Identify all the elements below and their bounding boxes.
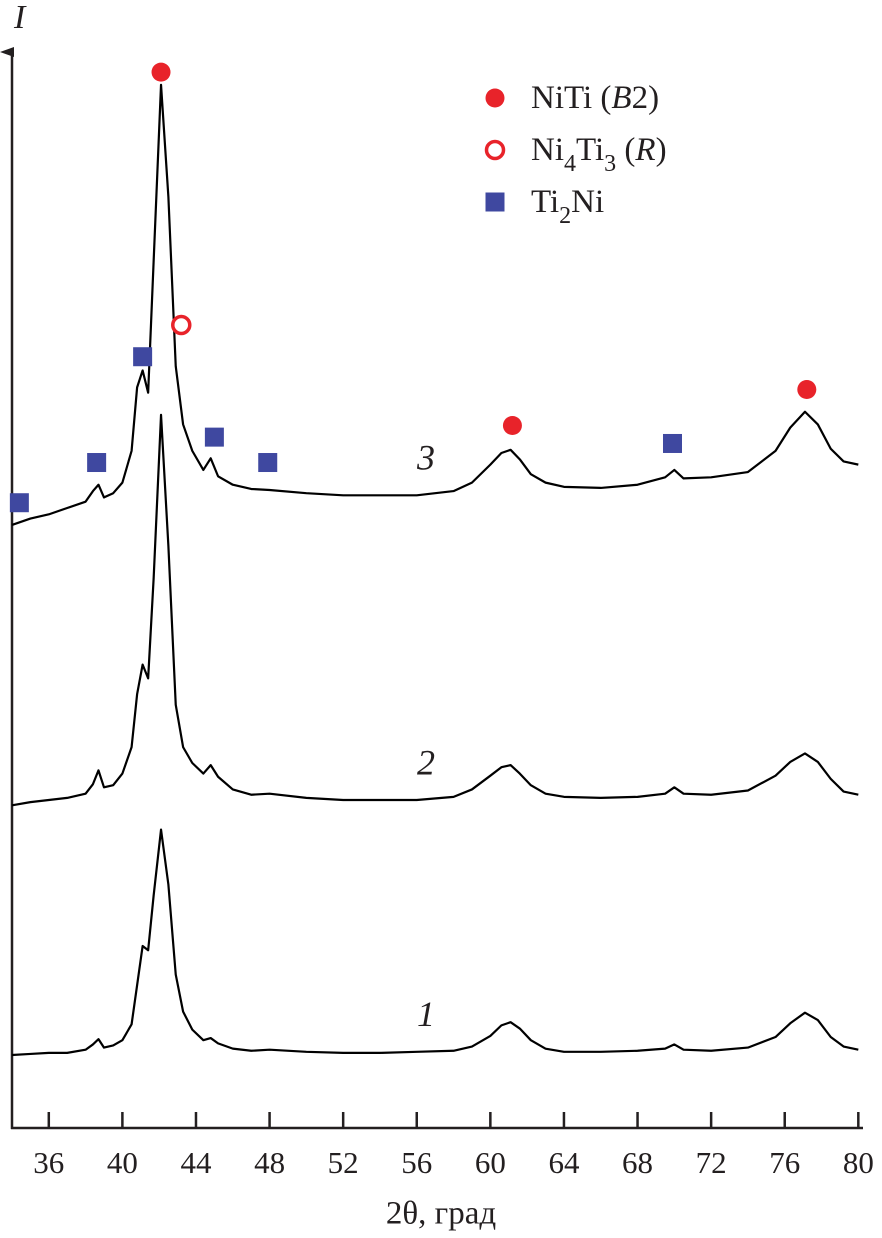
legend-label: Ti2Ni	[531, 184, 604, 229]
x-tick-label: 76	[769, 1145, 800, 1180]
curve-label: 2	[417, 742, 435, 782]
legend-label: NiTi (B2)	[531, 80, 659, 116]
pattern-curve	[11, 413, 859, 807]
x-tick-label: 56	[401, 1145, 432, 1180]
x-tick-label: 68	[622, 1145, 653, 1180]
phase-marker	[204, 427, 224, 447]
x-tick-label: 72	[696, 1145, 727, 1180]
legend-marker	[485, 192, 505, 212]
x-tick-label: 64	[548, 1145, 580, 1180]
legend-label: Ni4Ti3 (R)	[531, 132, 667, 177]
x-tick-label: 80	[843, 1145, 874, 1180]
pattern-curve	[11, 83, 859, 526]
x-tick-label: 44	[180, 1145, 212, 1180]
phase-marker	[797, 380, 817, 400]
x-tick-label: 36	[33, 1145, 64, 1180]
legend-marker	[484, 139, 506, 161]
phase-marker	[151, 62, 171, 82]
phase-marker	[9, 493, 29, 513]
phase-marker	[171, 314, 192, 336]
phase-marker	[502, 415, 522, 435]
x-tick-label: 60	[475, 1145, 506, 1180]
phase-marker	[662, 433, 682, 453]
y-axis-title: I	[13, 0, 27, 36]
phase-marker	[258, 453, 278, 473]
x-tick-label: 40	[107, 1145, 138, 1180]
pattern-curve	[11, 828, 859, 1057]
phase-marker	[133, 347, 153, 367]
phase-marker	[87, 453, 107, 473]
legend-marker	[485, 88, 505, 108]
x-tick-label: 52	[328, 1145, 359, 1180]
curve-label: 1	[417, 994, 435, 1034]
curve-label: 3	[416, 438, 435, 478]
x-tick-label: 48	[254, 1145, 285, 1180]
x-axis-title: 2θ, град	[386, 1196, 496, 1232]
